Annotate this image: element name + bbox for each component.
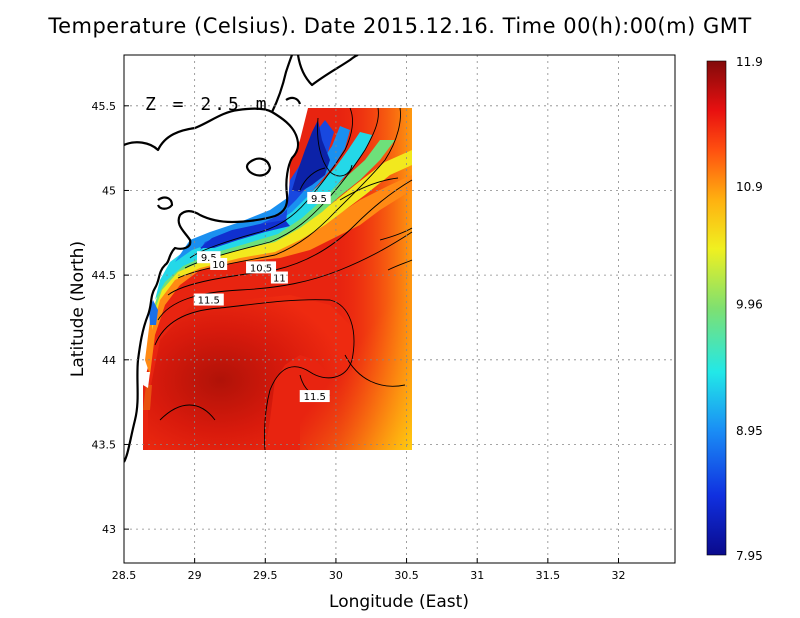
y-tick-label: 44	[102, 354, 116, 367]
contour-label: 11	[270, 271, 288, 285]
x-tick-label: 31	[470, 569, 484, 582]
contour-label-text: 10	[212, 260, 225, 271]
colorbar-labels: 11.9 10.9 9.96 8.95 7.95	[736, 55, 763, 563]
contour-label-text: 11.5	[304, 392, 326, 403]
contour-label: 11.5	[299, 390, 330, 403]
plot-title: Temperature (Celsius). Date 2015.12.16. …	[48, 14, 752, 38]
x-tick-label: 32	[611, 569, 625, 582]
x-tick-label: 31.5	[536, 569, 561, 582]
x-tick-label: 29	[188, 569, 202, 582]
y-tick-label: 43.5	[92, 438, 117, 451]
x-tick-label: 30.5	[394, 569, 419, 582]
colorbar: 11.9 10.9 9.96 8.95 7.95	[706, 55, 763, 563]
contour-label-bg	[299, 390, 330, 403]
contour-label-text: 9.5	[311, 194, 327, 205]
x-tick-label: 30	[329, 569, 343, 582]
coastline	[124, 55, 359, 463]
y-tick-label: 43	[102, 523, 116, 536]
grid-lines	[124, 55, 675, 563]
y-tick-label: 45	[102, 184, 116, 197]
contour-label: 10	[210, 257, 228, 271]
x-axis-label: Longitude (East)	[329, 592, 469, 612]
depth-label: Z = 2.5 m	[145, 94, 270, 115]
colorbar-label: 9.96	[736, 298, 763, 312]
contour-label-bg	[246, 261, 277, 274]
x-axis-ticks: 28.5 29 29.5 30 30.5 31 31.5 32	[112, 558, 625, 582]
colorbar-label: 10.9	[736, 180, 763, 194]
contour-label-text: 11	[273, 274, 286, 285]
contour-label-bg	[307, 191, 331, 204]
contour-label-text: 9.5	[201, 253, 217, 264]
contour-label-bg	[270, 271, 288, 284]
colorbar-label: 11.9	[736, 55, 763, 69]
y-tick-label: 44.5	[92, 269, 117, 282]
colorbar-label: 8.95	[736, 424, 763, 438]
colorbar-scale	[706, 60, 727, 556]
x-tick-label: 28.5	[112, 569, 137, 582]
contour-label-text: 11.5	[198, 296, 220, 307]
contour-label: 9.5	[307, 191, 331, 205]
y-tick-label: 45.5	[92, 100, 117, 113]
y-axis-label: Latitude (North)	[68, 241, 88, 377]
colorbar-label: 7.95	[736, 549, 763, 563]
plot-frame	[123, 54, 676, 564]
y-axis-ticks: 43 43.5 44 44.5 45 45.5	[92, 100, 129, 536]
contour-label-bg	[193, 293, 224, 306]
contour-label-bg	[210, 257, 228, 270]
contour-label: 11.5	[193, 293, 224, 307]
x-tick-label: 29.5	[253, 569, 278, 582]
contour-label: 10.5	[246, 261, 277, 274]
contour-label-text: 10.5	[250, 263, 272, 274]
